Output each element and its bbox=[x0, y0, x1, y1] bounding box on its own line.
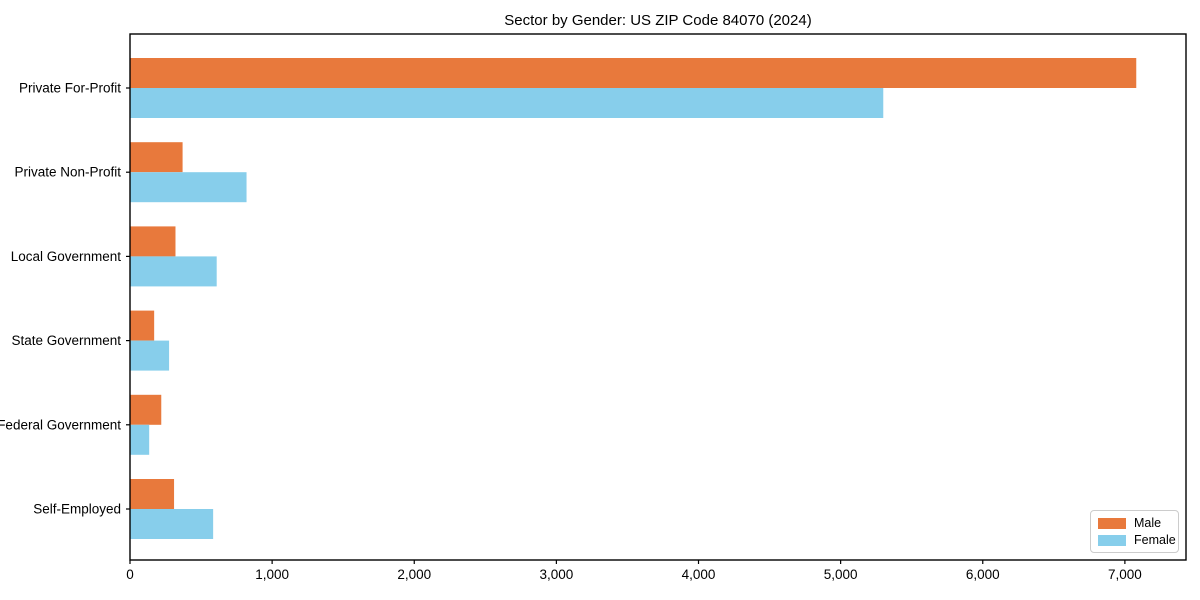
bar-female-state-government bbox=[130, 340, 170, 371]
bar-male-private-non-profit bbox=[130, 142, 183, 173]
plot-border bbox=[129, 33, 1187, 561]
bar-female-federal-government bbox=[130, 424, 150, 455]
bar-male-private-for-profit bbox=[130, 58, 1137, 88]
legend-label-female: Female bbox=[1134, 533, 1176, 548]
y-tick-label-state-government: State Government bbox=[11, 333, 121, 348]
y-tick-label-self-employed: Self-Employed bbox=[33, 502, 121, 517]
x-tick-label-1000: 1,000 bbox=[255, 567, 289, 582]
chart-title: Sector by Gender: US ZIP Code 84070 (202… bbox=[504, 12, 812, 29]
y-tick-label-private-for-profit: Private For-Profit bbox=[19, 81, 121, 96]
x-tick-label-6000: 6,000 bbox=[966, 567, 1000, 582]
bar-female-private-for-profit bbox=[130, 88, 884, 118]
legend-label-male: Male bbox=[1134, 516, 1162, 531]
legend-swatch-male-icon bbox=[1098, 518, 1126, 529]
x-tick-label-2000: 2,000 bbox=[397, 567, 431, 582]
y-tick-label-private-non-profit: Private Non-Profit bbox=[14, 165, 121, 180]
bar-male-federal-government bbox=[130, 394, 162, 425]
legend: Male Female bbox=[1090, 510, 1179, 553]
legend-item-female: Female bbox=[1098, 533, 1176, 548]
y-tick-label-local-government: Local Government bbox=[11, 249, 122, 264]
x-tick-label-5000: 5,000 bbox=[824, 567, 858, 582]
bar-female-local-government bbox=[130, 256, 217, 287]
legend-swatch-female-icon bbox=[1098, 535, 1126, 546]
x-tick-label-0: 0 bbox=[126, 567, 134, 582]
legend-item-male: Male bbox=[1098, 516, 1172, 531]
x-tick-label-3000: 3,000 bbox=[539, 567, 573, 582]
bar-male-local-government bbox=[130, 226, 176, 257]
y-tick-label-federal-government: Federal Government bbox=[0, 417, 121, 432]
x-tick-label-7000: 7,000 bbox=[1108, 567, 1142, 582]
bar-female-private-non-profit bbox=[130, 172, 247, 203]
bar-male-state-government bbox=[130, 310, 155, 341]
bar-female-self-employed bbox=[130, 509, 214, 539]
x-tick-label-4000: 4,000 bbox=[682, 567, 716, 582]
bar-male-self-employed bbox=[130, 479, 175, 509]
